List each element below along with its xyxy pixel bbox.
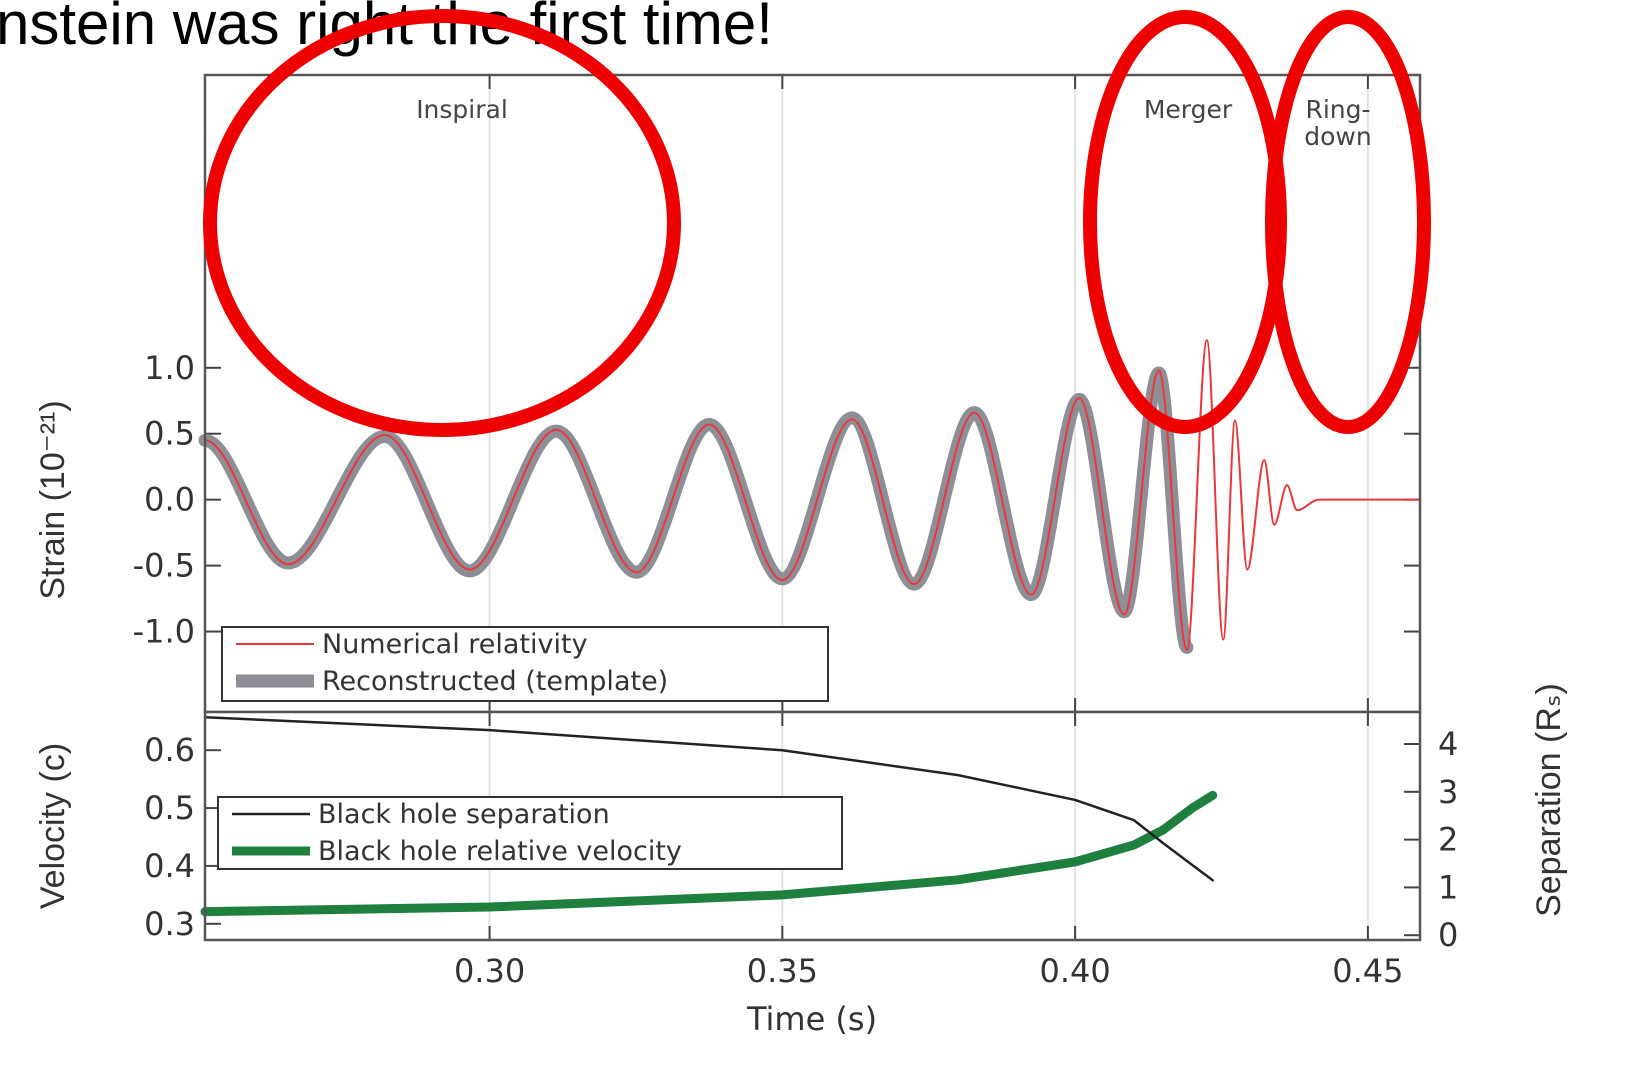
highlight-ellipse	[1265, 10, 1431, 434]
y-tick-label: 0.4	[144, 847, 195, 885]
y-axis-label: Strain (10⁻²¹)	[34, 400, 72, 599]
phase-label: Inspiral	[416, 95, 508, 124]
y-tick-label: -0.5	[133, 547, 195, 585]
highlight-ellipse	[1083, 10, 1287, 434]
legend-label: Numerical relativity	[322, 629, 588, 660]
y2-tick-label: 0	[1438, 916, 1458, 954]
legend-label: Reconstructed (template)	[322, 666, 668, 697]
y2-axis-label: Separation (Rₛ)	[1530, 683, 1568, 917]
y-axis-label: Velocity (c)	[34, 743, 72, 909]
series-line	[203, 716, 1214, 882]
y2-tick-label: 4	[1438, 725, 1458, 763]
legend-box	[217, 796, 843, 870]
highlight-marks	[203, 9, 1431, 437]
x-tick-label: 0.40	[1039, 952, 1110, 990]
y2-tick-label: 1	[1438, 868, 1458, 906]
x-tick-label: 0.45	[1332, 952, 1403, 990]
series-line	[200, 790, 1218, 917]
phase-label: Ring-	[1305, 95, 1370, 124]
charts: 1.0 0.5 0.0 -0.5 -1.0 Strain (10⁻²¹) Inspiral M…	[34, 73, 1568, 1038]
phase-label: Merger	[1144, 95, 1233, 124]
y2-tick-label: 3	[1438, 773, 1458, 811]
plot-area	[205, 75, 1420, 712]
y-tick-label: 0.6	[144, 731, 195, 769]
x-tick-label: 0.35	[747, 952, 818, 990]
y-tick-label: 0.0	[144, 481, 195, 519]
legend-label: Black hole relative velocity	[318, 836, 682, 867]
y-tick-label: 0.5	[144, 415, 195, 453]
x-axis-label: Time (s)	[746, 1000, 877, 1038]
legend-label: Black hole separation	[318, 799, 610, 830]
y-tick-label: 0.3	[144, 905, 195, 943]
y-tick-label: 0.5	[144, 789, 195, 827]
y-tick-label: 1.0	[144, 349, 195, 387]
y2-tick-label: 2	[1438, 821, 1458, 859]
phase-label: down	[1304, 122, 1371, 151]
legend-box	[221, 626, 829, 702]
plot-frame	[203, 710, 1422, 942]
series-line	[204, 339, 1420, 652]
y-tick-label: -1.0	[133, 613, 195, 651]
x-tick-label: 0.30	[454, 952, 525, 990]
highlight-ellipse	[203, 9, 681, 437]
